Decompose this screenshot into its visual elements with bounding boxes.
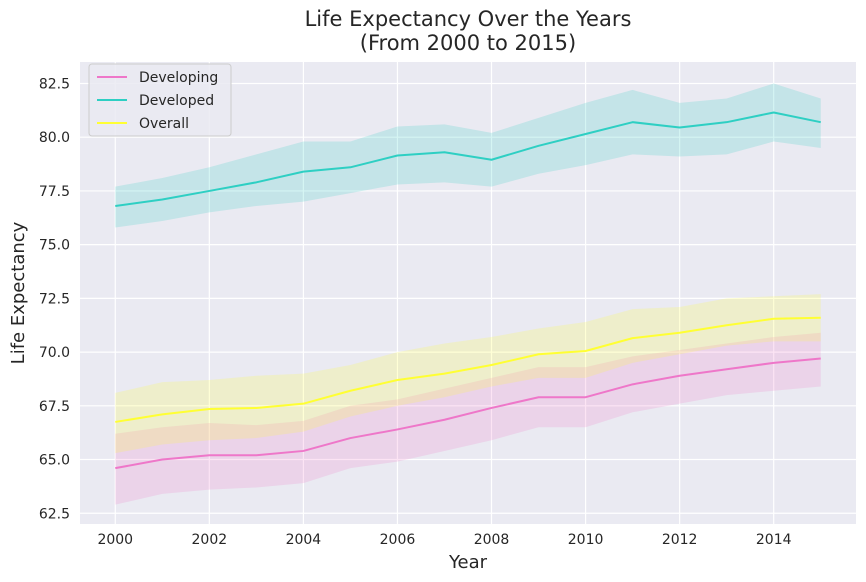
series-line-developing <box>115 357 821 470</box>
x-tick-label: 2010 <box>568 532 604 548</box>
legend-label-developed: Developed <box>139 93 214 109</box>
y-tick-label: 65.0 <box>39 453 70 469</box>
y-tick-label: 67.5 <box>39 399 70 415</box>
legend: Developing Developed Overall <box>88 63 232 137</box>
legend-label-developing: Developing <box>139 70 218 86</box>
legend-box <box>88 63 232 137</box>
x-tick-label: 2004 <box>286 532 322 548</box>
series-lines <box>115 111 821 470</box>
chart-title: Life Expectancy Over the Years <box>305 7 632 31</box>
x-tick-labels: 2000 2002 2004 2006 2008 2010 2012 2014 <box>97 532 791 548</box>
y-tick-label: 62.5 <box>39 506 70 522</box>
x-tick-label: 2006 <box>380 532 416 548</box>
x-tick-label: 2012 <box>662 532 698 548</box>
x-tick-label: 2008 <box>474 532 510 548</box>
chart-subtitle: (From 2000 to 2015) <box>360 31 576 55</box>
y-tick-label: 77.5 <box>39 184 70 200</box>
y-tick-label: 72.5 <box>39 291 70 307</box>
grid <box>80 62 856 524</box>
y-axis-title: Life Expectancy <box>8 221 29 364</box>
x-tick-label: 2014 <box>756 532 792 548</box>
x-tick-label: 2002 <box>192 532 228 548</box>
y-tick-label: 82.5 <box>39 76 70 92</box>
confidence-band-developing <box>115 332 821 505</box>
y-tick-labels: 62.5 65.0 67.5 70.0 72.5 75.0 77.5 80.0 82.5 <box>39 76 70 522</box>
series-line-developed <box>115 111 821 207</box>
confidence-band-overall <box>115 294 821 454</box>
series-line-overall <box>115 316 821 423</box>
y-tick-label: 75.0 <box>39 238 70 254</box>
y-tick-label: 70.0 <box>39 345 70 361</box>
y-tick-label: 80.0 <box>39 130 70 146</box>
x-tick-label: 2000 <box>97 532 133 548</box>
legend-label-overall: Overall <box>139 116 189 132</box>
x-axis-title: Year <box>448 552 488 573</box>
